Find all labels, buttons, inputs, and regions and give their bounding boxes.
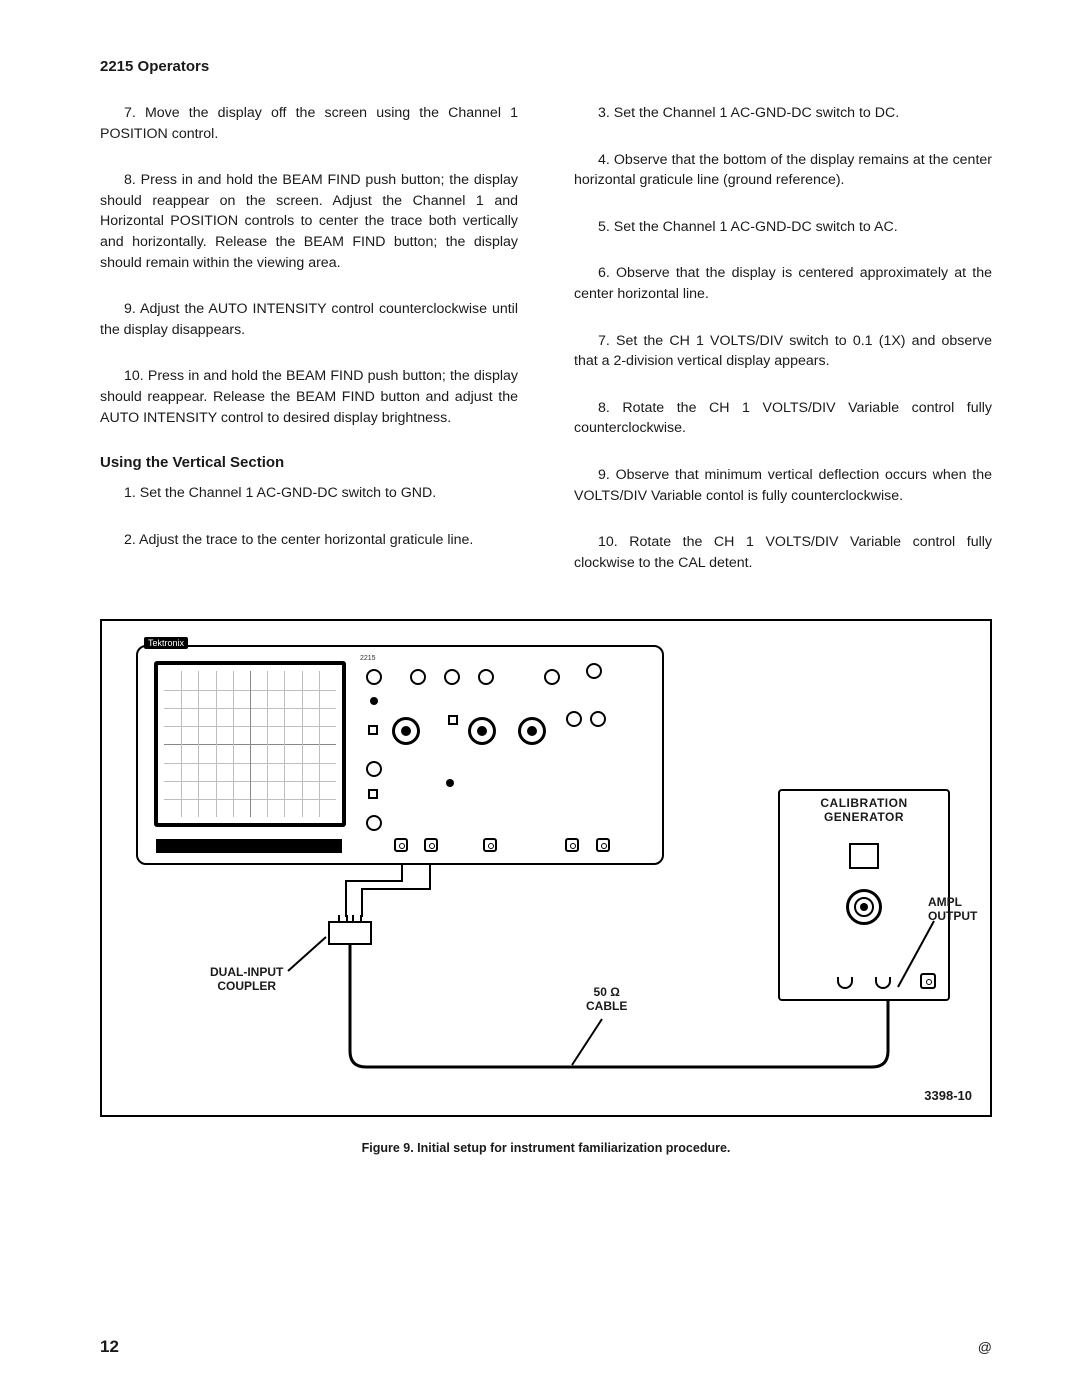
label-coupler: DUAL-INPUT COUPLER: [210, 965, 283, 993]
knob-icon: [366, 761, 382, 777]
para-7: 7. Move the display off the screen using…: [100, 103, 518, 144]
knob-icon: [478, 669, 494, 685]
gen-knob-icon: [846, 889, 882, 925]
para-8: 8. Press in and hold the BEAM FIND push …: [100, 170, 518, 273]
left-column: 7. Move the display off the screen using…: [100, 103, 518, 599]
bnc-icon: [394, 838, 408, 852]
rpara-10-text: 10. Rotate the CH 1 VOLTS/DIV Variable c…: [574, 534, 992, 571]
para-7-text: 7. Move the display off the screen using…: [100, 105, 518, 142]
knob-icon: [444, 669, 460, 685]
rpara-4-text: 4. Observe that the bottom of the displa…: [574, 152, 992, 189]
scope-foot-strip: [156, 839, 342, 853]
scope-brand: Tektronix: [144, 637, 188, 649]
para-9-text: 9. Adjust the AUTO INTENSITY control cou…: [100, 301, 518, 338]
figure-9: Tektronix 2215: [100, 619, 992, 1117]
gen-square-icon: [849, 843, 879, 869]
large-knob-icon: [468, 717, 496, 745]
step-1-text: 1. Set the Channel 1 AC-GND-DC switch to…: [124, 485, 436, 501]
gen-output-bnc-icon: [920, 973, 936, 989]
page-header: 2215 Operators: [100, 58, 992, 75]
at-mark: @: [978, 1339, 992, 1355]
rpara-4: 4. Observe that the bottom of the displa…: [574, 150, 992, 191]
rpara-7: 7. Set the CH 1 VOLTS/DIV switch to 0.1 …: [574, 331, 992, 372]
page-number: 12: [100, 1337, 119, 1357]
square-icon: [448, 715, 458, 725]
large-knob-icon: [518, 717, 546, 745]
knob-icon: [366, 815, 382, 831]
figure-caption: Figure 9. Initial setup for instrument f…: [100, 1141, 992, 1155]
scope-control-panel: 2215: [358, 655, 652, 855]
knob-icon: [586, 663, 602, 679]
scope-graticule: [164, 671, 336, 817]
bnc-row: [388, 838, 616, 857]
calibration-generator: CALIBRATION GENERATOR: [778, 789, 950, 1001]
rpara-8-text: 8. Rotate the CH 1 VOLTS/DIV Variable co…: [574, 400, 992, 437]
gen-port-icon: [875, 977, 891, 989]
gen-port-icon: [837, 977, 853, 989]
square-icon: [368, 789, 378, 799]
knob-icon: [544, 669, 560, 685]
rpara-9: 9. Observe that minimum vertical deflect…: [574, 465, 992, 506]
gen-title: CALIBRATION GENERATOR: [780, 797, 948, 825]
scope-model: 2215: [360, 655, 376, 662]
square-icon: [368, 725, 378, 735]
bnc-icon: [483, 838, 497, 852]
rpara-7-text: 7. Set the CH 1 VOLTS/DIV switch to 0.1 …: [574, 333, 992, 370]
oscilloscope: Tektronix 2215: [136, 645, 664, 865]
rpara-6-text: 6. Observe that the display is centered …: [574, 265, 992, 302]
knob-icon: [366, 669, 382, 685]
bnc-icon: [596, 838, 610, 852]
rpara-3-text: 3. Set the Channel 1 AC-GND-DC switch to…: [598, 105, 899, 121]
rpara-6: 6. Observe that the display is centered …: [574, 263, 992, 304]
rpara-5: 5. Set the Channel 1 AC-GND-DC switch to…: [574, 217, 992, 238]
right-column: 3. Set the Channel 1 AC-GND-DC switch to…: [574, 103, 992, 599]
rpara-8: 8. Rotate the CH 1 VOLTS/DIV Variable co…: [574, 398, 992, 439]
knob-icon: [590, 711, 606, 727]
step-2: 2. Adjust the trace to the center horizo…: [100, 530, 518, 551]
rpara-3: 3. Set the Channel 1 AC-GND-DC switch to…: [574, 103, 992, 124]
bnc-icon: [565, 838, 579, 852]
large-knob-icon: [392, 717, 420, 745]
rpara-10: 10. Rotate the CH 1 VOLTS/DIV Variable c…: [574, 532, 992, 573]
step-2-text: 2. Adjust the trace to the center horizo…: [124, 532, 473, 548]
step-1: 1. Set the Channel 1 AC-GND-DC switch to…: [100, 483, 518, 504]
page: 2215 Operators 7. Move the display off t…: [0, 0, 1080, 1397]
text-columns: 7. Move the display off the screen using…: [100, 103, 992, 599]
bnc-icon: [424, 838, 438, 852]
dual-input-coupler: [328, 921, 372, 945]
para-10: 10. Press in and hold the BEAM FIND push…: [100, 366, 518, 428]
knob-icon: [566, 711, 582, 727]
dot-icon: [446, 779, 454, 787]
para-9: 9. Adjust the AUTO INTENSITY control cou…: [100, 299, 518, 340]
para-10-text: 10. Press in and hold the BEAM FIND push…: [100, 368, 518, 425]
rpara-5-text: 5. Set the Channel 1 AC-GND-DC switch to…: [598, 219, 898, 235]
knob-icon: [410, 669, 426, 685]
para-8-text: 8. Press in and hold the BEAM FIND push …: [100, 172, 518, 270]
dot-icon: [370, 697, 378, 705]
subheading-vertical: Using the Vertical Section: [100, 454, 518, 471]
figure-id: 3398-10: [924, 1088, 972, 1103]
rpara-9-text: 9. Observe that minimum vertical deflect…: [574, 467, 992, 504]
label-cable: 50 Ω CABLE: [586, 985, 627, 1013]
label-ampl-output: AMPL OUTPUT: [928, 895, 977, 923]
scope-screen: [154, 661, 346, 827]
